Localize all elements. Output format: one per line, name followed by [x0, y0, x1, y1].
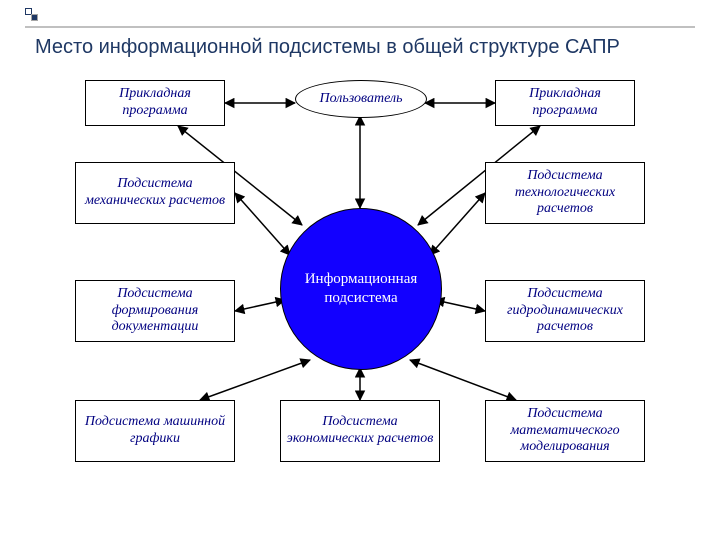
node-econ: Подсистема экономических расчетов [280, 400, 440, 462]
node-math-label: Подсистема математического моделирования [488, 406, 642, 456]
node-doc-label: Подсистема формирования документации [78, 286, 232, 336]
node-tech: Подсистема технологических расчетов [485, 162, 645, 224]
node-math: Подсистема математического моделирования [485, 400, 645, 462]
node-mech: Подсистема механических расчетов [75, 162, 235, 224]
node-graph-label: Подсистема машинной графики [78, 414, 232, 448]
node-app-right-label: Прикладная программа [498, 86, 632, 120]
node-econ-label: Подсистема экономических расчетов [283, 414, 437, 448]
user-node: Пользователь [295, 80, 427, 118]
center-label: Информационная подсистема [281, 270, 441, 309]
connector [235, 193, 290, 255]
node-app-left-label: Прикладная программа [88, 86, 222, 120]
node-mech-label: Подсистема механических расчетов [78, 176, 232, 210]
node-hydro-label: Подсистема гидродинамических расчетов [488, 286, 642, 336]
user-label: Пользователь [320, 91, 403, 107]
connector [235, 300, 285, 311]
node-hydro: Подсистема гидродинамических расчетов [485, 280, 645, 342]
node-doc: Подсистема формирования документации [75, 280, 235, 342]
node-app-left: Прикладная программа [85, 80, 225, 126]
connector [410, 360, 516, 400]
node-graph: Подсистема машинной графики [75, 400, 235, 462]
connector [435, 300, 485, 311]
connector [430, 193, 485, 255]
node-app-right: Прикладная программа [495, 80, 635, 126]
center-node: Информационная подсистема [280, 208, 442, 370]
node-tech-label: Подсистема технологических расчетов [488, 168, 642, 218]
connector [200, 360, 310, 400]
